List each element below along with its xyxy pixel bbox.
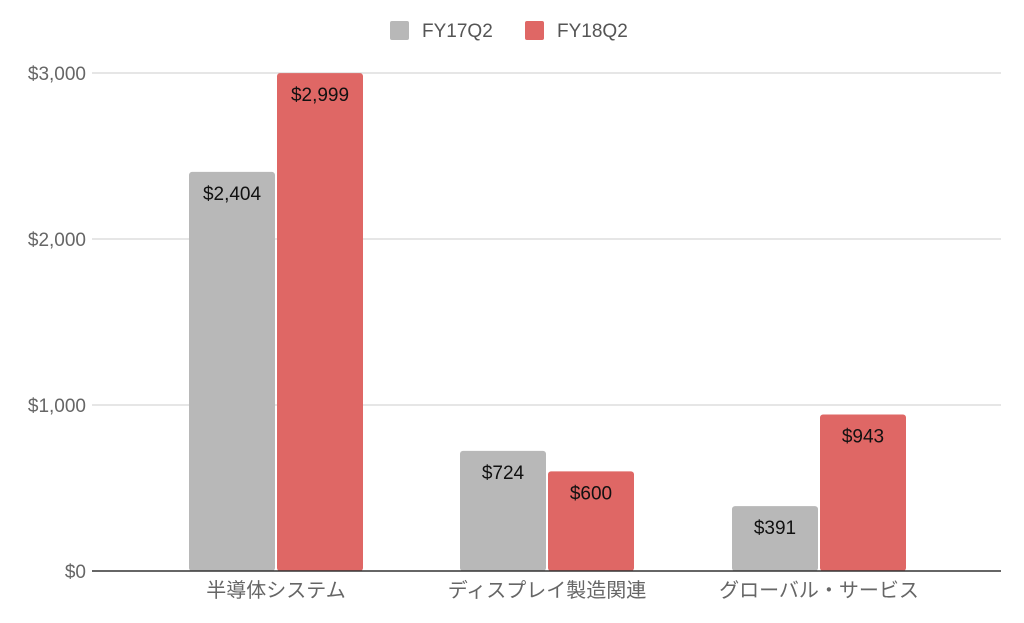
- y-tick-label: $2,000: [28, 230, 86, 251]
- bar-value-label: $2,999: [291, 85, 349, 106]
- bars: $2,404 $2,999 $724 $600 $391 $943: [189, 73, 906, 571]
- bar-value-label: $600: [570, 483, 612, 504]
- bar-fy18q2-1: [548, 471, 634, 571]
- axes: $0 $1,000 $2,000 $3,000 半導体システム ディスプレイ製造関連 グロー…: [28, 64, 1001, 602]
- bar-value-label: $2,404: [203, 184, 262, 205]
- y-tick-label: $1,000: [28, 396, 86, 417]
- y-tick-label: $3,000: [28, 64, 86, 85]
- x-category-label: ディスプレイ製造関連: [448, 579, 647, 602]
- x-category-label: 半導体システム: [206, 579, 345, 602]
- x-category-label: グローバル・サービス: [719, 579, 919, 602]
- bar-fy17q2-0: [189, 171, 275, 571]
- legend-swatch: [390, 21, 409, 40]
- legend-swatch: [525, 21, 544, 40]
- bar-value-label: $943: [842, 426, 884, 447]
- bar-value-label: $391: [754, 518, 796, 539]
- legend-label: FY17Q2: [422, 21, 493, 42]
- bar-fy17q2-1: [460, 450, 546, 571]
- y-tick-label: $0: [65, 562, 86, 583]
- legend: FY17Q2 FY18Q2: [390, 21, 628, 42]
- legend-label: FY18Q2: [557, 21, 628, 42]
- bar-fy18q2-2: [820, 414, 906, 571]
- bar-fy17q2-2: [732, 506, 818, 571]
- bar-fy18q2-0: [277, 73, 363, 571]
- bar-value-label: $724: [482, 463, 525, 484]
